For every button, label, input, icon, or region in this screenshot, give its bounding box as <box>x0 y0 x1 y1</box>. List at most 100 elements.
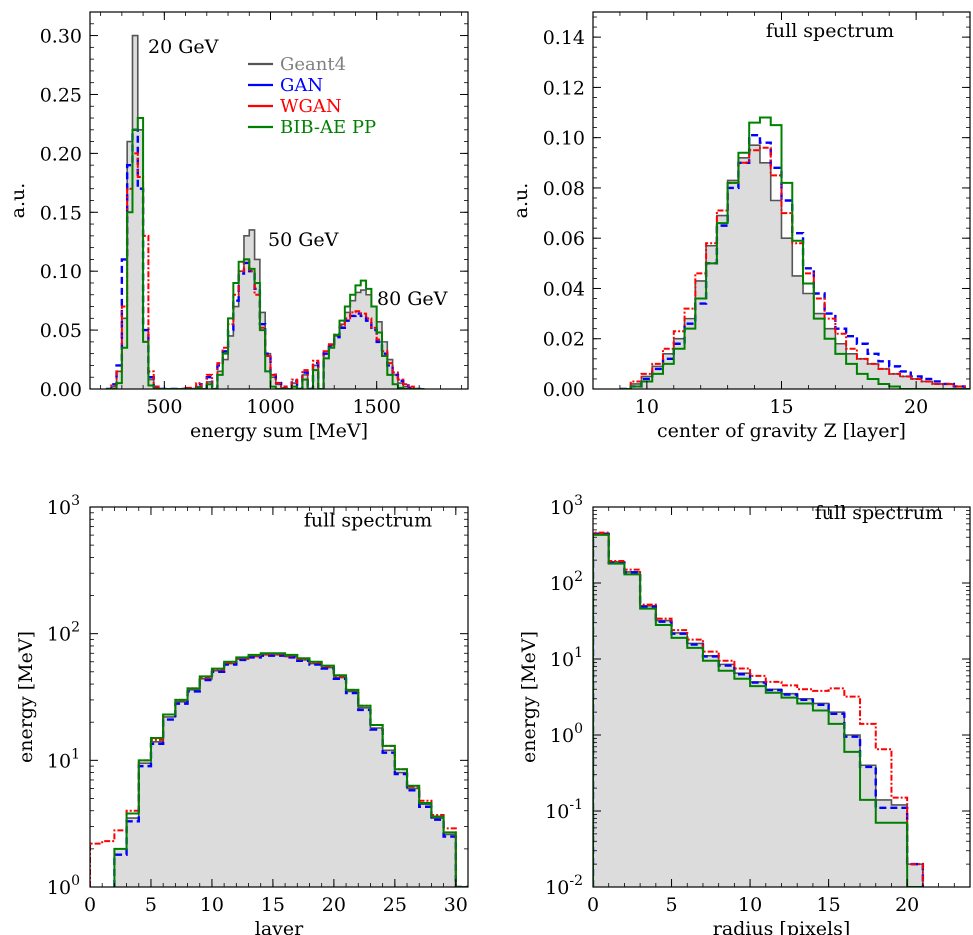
x-axis-label: radius [pixels] <box>713 918 851 935</box>
annotation: 50 GeV <box>268 229 339 251</box>
plot-area <box>619 116 970 389</box>
y-axis-label: a.u. <box>7 183 29 219</box>
y-tick-label: 0.08 <box>543 178 585 200</box>
y-tick-exponent: 3 <box>71 493 80 509</box>
plot-area <box>593 531 925 887</box>
x-tick-label: 10 <box>200 894 224 916</box>
y-tick-label: 0.30 <box>40 26 82 48</box>
x-tick-label: 500 <box>146 396 182 418</box>
x-tick-label: 30 <box>444 894 468 916</box>
x-tick-label: 20 <box>904 396 928 418</box>
y-tick-label: 0.06 <box>543 228 585 250</box>
y-tick-exponent: -2 <box>569 873 583 889</box>
plot-area <box>105 34 425 389</box>
series-geant4-fill <box>593 533 923 887</box>
y-tick-base: 10 <box>47 877 71 899</box>
x-tick-label: 5 <box>145 894 157 916</box>
x-tick-label: 25 <box>383 894 407 916</box>
y-tick-label: 0.00 <box>40 379 82 401</box>
y-tick-label: 0.00 <box>543 379 585 401</box>
legend-entry: WGAN <box>280 96 342 117</box>
y-tick-base: 10 <box>545 801 569 823</box>
y-tick-label: 10-2 <box>545 873 583 899</box>
y-tick-exponent: -1 <box>569 797 583 813</box>
x-tick-label: 20 <box>895 894 919 916</box>
series-wgan-line <box>593 531 924 887</box>
x-tick-label: 0 <box>587 894 599 916</box>
y-tick-base: 10 <box>47 497 71 519</box>
y-tick-label: 102 <box>550 569 583 595</box>
x-axis-label: energy sum [MeV] <box>190 420 368 442</box>
annotation: full spectrum <box>766 20 894 42</box>
y-tick-label: 102 <box>47 620 80 646</box>
series-wgan-line <box>619 146 970 389</box>
panel-2: 10 15 20 0.00 0.02 0.04 0.06 0.08 0.10 0.12 0.14 ce… <box>510 11 971 442</box>
y-tick-label: 0.10 <box>543 128 585 150</box>
y-tick-base: 10 <box>550 497 574 519</box>
series-bib-ae-pp-line <box>113 652 468 887</box>
plot-frame <box>89 506 469 888</box>
y-tick-label: 101 <box>47 746 80 772</box>
y-tick-base: 10 <box>550 649 574 671</box>
y-tick-label: 103 <box>47 493 80 519</box>
annotation: 20 GeV <box>148 36 219 58</box>
y-tick-exponent: 1 <box>574 645 583 661</box>
x-tick-label: 0 <box>84 894 96 916</box>
legend-entry: GAN <box>280 75 323 96</box>
series-geant4-fill <box>114 654 468 887</box>
series-bib-ae-pp-line <box>593 533 923 887</box>
y-tick-label: 0.25 <box>40 84 82 106</box>
legend-entry: Geant4 <box>280 54 346 75</box>
y-tick-label: 0.02 <box>543 329 585 351</box>
x-tick-label: 1500 <box>353 396 401 418</box>
x-axis-label: center of gravity Z [layer] <box>657 420 906 442</box>
y-tick-base: 10 <box>47 624 71 646</box>
y-tick-exponent: 0 <box>71 873 80 889</box>
legend-entry: BIB-AE PP <box>280 117 376 138</box>
y-tick-label: 100 <box>550 721 583 747</box>
x-tick-label: 15 <box>769 396 793 418</box>
y-axis-label: energy [MeV] <box>518 631 540 763</box>
series-geant4-fill <box>619 145 970 389</box>
x-tick-label: 5 <box>665 894 677 916</box>
y-tick-label: 0.12 <box>543 77 585 99</box>
x-tick-label: 15 <box>261 894 285 916</box>
y-axis-label: a.u. <box>510 183 532 219</box>
y-tick-label: 100 <box>47 873 80 899</box>
y-tick-base: 10 <box>550 573 574 595</box>
y-tick-label: 0.14 <box>543 27 585 49</box>
y-axis-label: energy [MeV] <box>15 631 37 763</box>
y-tick-label: 101 <box>550 645 583 671</box>
y-tick-exponent: 2 <box>71 620 80 636</box>
x-tick-label: 10 <box>635 396 659 418</box>
annotation: full spectrum <box>304 510 432 532</box>
y-tick-base: 10 <box>545 877 569 899</box>
y-tick-exponent: 2 <box>574 569 583 585</box>
y-tick-label: 0.20 <box>40 143 82 165</box>
panel-1: 500 1000 1500 0.00 0.05 0.10 0.15 0.20 0.25 0.30 e… <box>7 11 469 442</box>
x-tick-label: 15 <box>817 894 841 916</box>
y-tick-label: 0.04 <box>543 278 585 300</box>
y-tick-label: 10-1 <box>545 797 583 823</box>
annotation: 80 GeV <box>377 288 448 310</box>
y-tick-label: 0.05 <box>40 320 82 342</box>
series-wgan-line <box>105 152 425 389</box>
y-tick-base: 10 <box>47 750 71 772</box>
y-tick-label: 0.10 <box>40 261 82 283</box>
x-axis-label: layer <box>255 918 304 935</box>
y-tick-label: 103 <box>550 493 583 519</box>
y-tick-base: 10 <box>550 725 574 747</box>
series-gan-line <box>619 133 970 389</box>
annotation: full spectrum <box>815 502 943 524</box>
y-tick-exponent: 3 <box>574 493 583 509</box>
y-tick-label: 0.15 <box>40 202 82 224</box>
x-tick-label: 1000 <box>246 396 294 418</box>
x-tick-label: 20 <box>322 894 346 916</box>
x-tick-label: 10 <box>738 894 762 916</box>
plot-area <box>90 652 468 887</box>
y-tick-exponent: 1 <box>71 746 80 762</box>
